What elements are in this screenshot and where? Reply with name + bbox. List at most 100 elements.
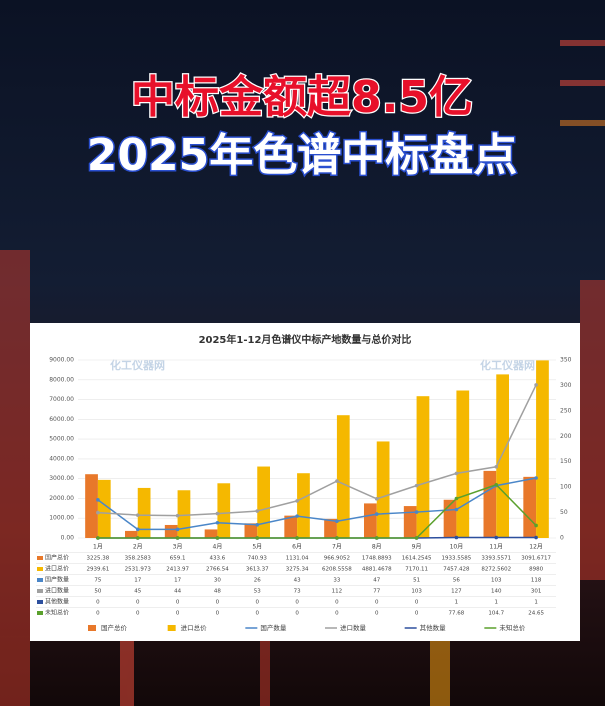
y-tick-label: 6000.00 [49, 416, 74, 423]
line-point [454, 496, 459, 501]
table-cell: 43 [294, 578, 301, 584]
table-series-name: 进口数量 [45, 587, 69, 595]
y-tick-label: 7000.00 [49, 396, 74, 403]
y-tick-label: 1000.00 [49, 515, 74, 522]
bar [403, 506, 417, 538]
line-point [414, 510, 419, 514]
y2-tick-label: 100 [560, 484, 572, 491]
table-cell: 77.68 [449, 611, 465, 617]
table-cell: 0 [335, 600, 339, 606]
bar [257, 466, 270, 538]
y-tick-label: 0.00 [61, 535, 75, 542]
legend-label: 国产数量 [260, 623, 287, 632]
decor [0, 40, 605, 706]
line-point [414, 483, 419, 488]
table-cell: 1 [455, 600, 459, 606]
bar [376, 441, 390, 538]
table-cell: 30 [214, 578, 221, 584]
table-cell: 0 [335, 611, 339, 617]
line-point [454, 471, 459, 476]
line-point [135, 527, 140, 532]
table-cell: 0 [136, 611, 140, 617]
line-point [255, 522, 260, 527]
watermark: 化工仪器网 [480, 358, 535, 372]
bar [217, 483, 231, 538]
line-point [335, 536, 339, 540]
bar [536, 360, 549, 538]
table-cell: 358.2583 [125, 556, 152, 562]
poster-subtitle: 2025年色谱中标盘点 [87, 130, 517, 181]
table-series-name: 国产总价 [45, 554, 69, 562]
table-cell: 104.7 [488, 611, 504, 617]
legend-label: 国产总价 [101, 623, 128, 632]
line-point [335, 479, 339, 483]
table-cell: 118 [531, 578, 542, 584]
table-key [37, 556, 43, 560]
table-key [37, 611, 43, 615]
table-cell: 0 [375, 611, 379, 617]
x-tick-label: 1月 [93, 544, 103, 551]
line-point [215, 520, 220, 525]
x-tick-label: 7月 [332, 544, 342, 551]
line-point [295, 514, 299, 518]
bar [483, 470, 497, 538]
bar [336, 415, 350, 538]
x-tick-label: 8月 [372, 544, 382, 551]
table-cell: 1 [495, 600, 499, 606]
table-cell: 45 [134, 589, 141, 595]
table-cell: 26 [254, 578, 261, 584]
line [97, 483, 537, 539]
x-tick-label: 5月 [252, 544, 262, 551]
y2-tick-label: 350 [560, 357, 572, 364]
line-point [175, 513, 180, 518]
x-tick-label: 6月 [292, 544, 302, 551]
x-tick-label: 9月 [412, 544, 422, 551]
x-tick-label: 3月 [173, 544, 183, 551]
table-key [37, 589, 43, 593]
line-point [175, 527, 180, 532]
bar [177, 490, 191, 538]
line-point [96, 498, 100, 502]
table-cell: 0 [96, 600, 100, 606]
y-tick-label: 3000.00 [49, 475, 74, 482]
table-key [37, 578, 43, 582]
line-point [335, 519, 339, 524]
table-cell: 0 [295, 600, 299, 606]
table-cell: 44 [174, 589, 181, 595]
table-cell: 1933.5585 [442, 556, 472, 562]
line-point [295, 499, 299, 503]
table-cell: 53 [254, 589, 261, 595]
table-cell: 140 [491, 589, 502, 595]
table-cell: 0 [375, 600, 379, 606]
legend-label: 进口数量 [340, 623, 367, 632]
bar [456, 390, 470, 538]
line-point [534, 535, 538, 540]
line-point [414, 536, 419, 540]
table-cell: 3091.6717 [521, 556, 551, 562]
y2-tick-label: 250 [560, 407, 572, 414]
bar [85, 474, 98, 538]
table-cell: 0 [96, 611, 100, 617]
table-cell: 740.93 [248, 556, 268, 562]
table-cell: 33 [333, 578, 340, 584]
table-cell: 6208.5558 [322, 567, 352, 573]
table-cell: 56 [453, 578, 460, 584]
line-point [255, 509, 260, 513]
table-series-name: 未知总价 [45, 609, 69, 617]
bar [137, 487, 151, 538]
line-point [374, 536, 379, 540]
table-cell: 3275.34 [286, 567, 309, 573]
x-tick-label: 4月 [213, 544, 223, 551]
bar [416, 396, 430, 538]
table-cell: 966.9052 [324, 556, 350, 562]
line-point [96, 536, 100, 540]
table-cell: 48 [214, 589, 221, 595]
y2-tick-label: 150 [560, 458, 572, 465]
table-cell: 103 [491, 578, 502, 584]
table-cell: 50 [94, 589, 101, 595]
table-cell: 2413.97 [166, 567, 189, 573]
y2-tick-label: 0 [560, 535, 564, 542]
table-cell: 2531.973 [125, 567, 152, 573]
